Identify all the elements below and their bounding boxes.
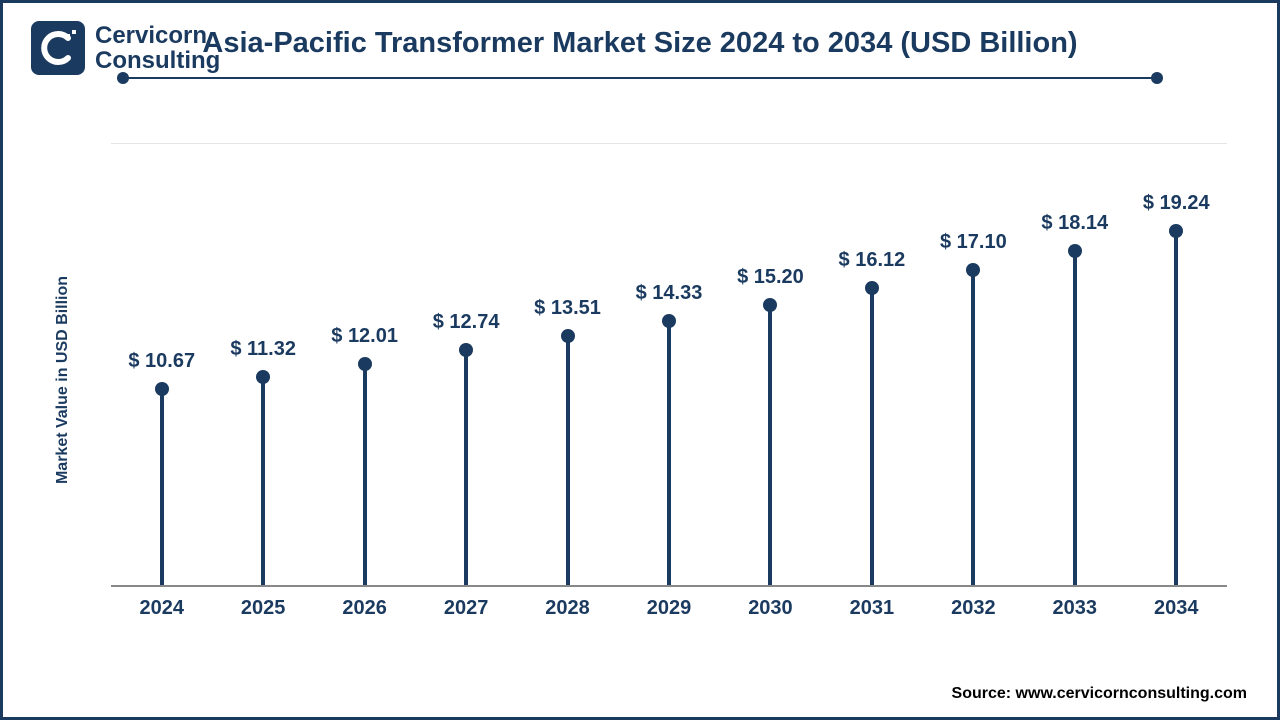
- x-tick-label: 2031: [821, 597, 922, 627]
- lollipop-dot-icon: [561, 329, 575, 343]
- value-label: $ 12.01: [331, 325, 398, 348]
- lollipop: $ 11.32: [212, 143, 313, 585]
- title-underline: [123, 73, 1157, 83]
- x-tick-label: 2030: [720, 597, 821, 627]
- source-attribution: Source: www.cervicornconsulting.com: [952, 685, 1247, 703]
- lollipop-stem: [768, 305, 772, 585]
- lollipop-dot-icon: [459, 343, 473, 357]
- lollipop-dot-icon: [256, 370, 270, 384]
- y-axis-label: Market Value in USD Billion: [54, 276, 72, 484]
- lollipop-stem: [464, 350, 468, 585]
- lollipop-stem: [667, 321, 671, 585]
- lollipop: $ 17.10: [923, 143, 1024, 585]
- lollipop: $ 19.24: [1126, 143, 1227, 585]
- lollipop-stem: [1174, 231, 1178, 585]
- x-tick-label: 2026: [314, 597, 415, 627]
- value-label: $ 16.12: [839, 249, 906, 272]
- lollipop-dot-icon: [155, 382, 169, 396]
- chart-container: Market Value in USD Billion $ 10.67$ 11.…: [63, 113, 1237, 647]
- x-tick-label: 2032: [923, 597, 1024, 627]
- lollipop-stem: [870, 288, 874, 585]
- lollipop-stem: [160, 389, 164, 586]
- lollipop-series: $ 10.67 $ 11.32 $ 12.01 $ 12.74 $ 13.51 $ 14.…: [111, 143, 1227, 585]
- chart-title: Asia-Pacific Transformer Market Size 202…: [3, 27, 1277, 60]
- x-tick-label: 2034: [1126, 597, 1227, 627]
- lollipop: $ 13.51: [517, 143, 618, 585]
- x-tick-label: 2028: [517, 597, 618, 627]
- lollipop-dot-icon: [966, 263, 980, 277]
- value-label: $ 10.67: [128, 350, 195, 373]
- lollipop-dot-icon: [1169, 224, 1183, 238]
- x-tick-label: 2024: [111, 597, 212, 627]
- lollipop-stem: [971, 270, 975, 585]
- lollipop: $ 16.12: [821, 143, 922, 585]
- value-label: $ 18.14: [1041, 212, 1108, 235]
- lollipop: $ 15.20: [720, 143, 821, 585]
- lollipop: $ 10.67: [111, 143, 212, 585]
- lollipop: $ 12.01: [314, 143, 415, 585]
- lollipop-dot-icon: [763, 298, 777, 312]
- lollipop-stem: [566, 336, 570, 585]
- x-tick-label: 2029: [618, 597, 719, 627]
- lollipop-dot-icon: [358, 357, 372, 371]
- lollipop-dot-icon: [1068, 244, 1082, 258]
- lollipop: $ 12.74: [415, 143, 516, 585]
- lollipop: $ 18.14: [1024, 143, 1125, 585]
- chart-frame: Cervicorn Consulting Asia-Pacific Transf…: [0, 0, 1280, 720]
- value-label: $ 12.74: [433, 311, 500, 334]
- value-label: $ 11.32: [230, 338, 296, 361]
- lollipop-stem: [363, 364, 367, 585]
- lollipop-stem: [261, 377, 265, 585]
- lollipop: $ 14.33: [618, 143, 719, 585]
- value-label: $ 15.20: [737, 266, 804, 289]
- x-axis-labels: 2024202520262027202820292030203120322033…: [111, 597, 1227, 627]
- plot-area: $ 10.67 $ 11.32 $ 12.01 $ 12.74 $ 13.51 $ 14.…: [111, 143, 1227, 587]
- x-tick-label: 2025: [212, 597, 313, 627]
- value-label: $ 13.51: [534, 297, 601, 320]
- value-label: $ 17.10: [940, 231, 1007, 254]
- x-tick-label: 2033: [1024, 597, 1125, 627]
- lollipop-dot-icon: [865, 281, 879, 295]
- lollipop-dot-icon: [662, 314, 676, 328]
- x-tick-label: 2027: [415, 597, 516, 627]
- value-label: $ 14.33: [636, 282, 703, 305]
- value-label: $ 19.24: [1143, 192, 1210, 215]
- lollipop-stem: [1073, 251, 1077, 585]
